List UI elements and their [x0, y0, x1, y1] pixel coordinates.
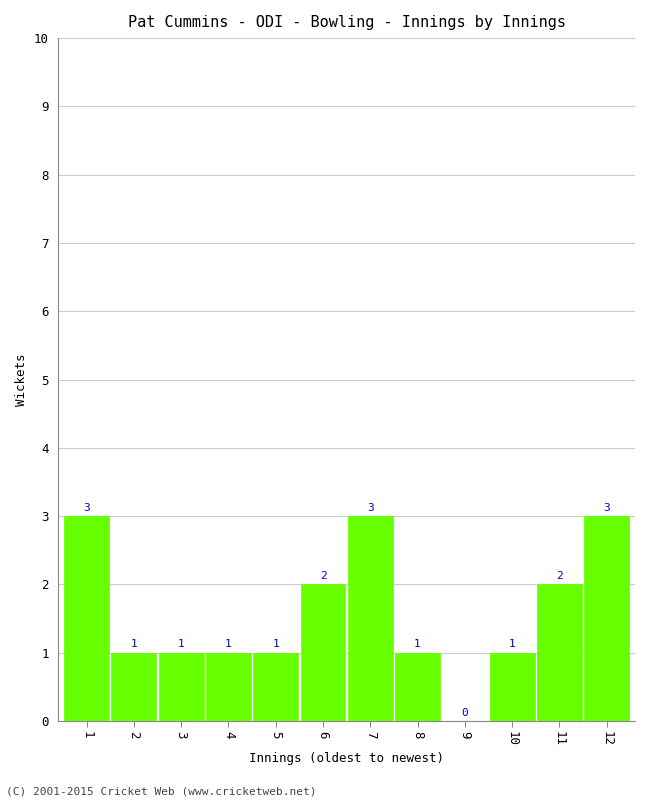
Text: 0: 0: [462, 708, 468, 718]
Bar: [111, 653, 157, 721]
Text: 1: 1: [509, 639, 515, 650]
Text: 3: 3: [367, 502, 374, 513]
Text: 1: 1: [131, 639, 137, 650]
Bar: [537, 585, 582, 721]
Text: 2: 2: [320, 571, 326, 581]
Bar: [64, 516, 109, 721]
X-axis label: Innings (oldest to newest): Innings (oldest to newest): [249, 752, 444, 765]
Bar: [300, 585, 345, 721]
Title: Pat Cummins - ODI - Bowling - Innings by Innings: Pat Cummins - ODI - Bowling - Innings by…: [127, 15, 566, 30]
Text: 3: 3: [83, 502, 90, 513]
Bar: [348, 516, 393, 721]
Bar: [254, 653, 298, 721]
Bar: [584, 516, 629, 721]
Y-axis label: Wickets: Wickets: [15, 354, 28, 406]
Bar: [206, 653, 251, 721]
Text: 1: 1: [225, 639, 232, 650]
Bar: [159, 653, 203, 721]
Text: 1: 1: [414, 639, 421, 650]
Text: (C) 2001-2015 Cricket Web (www.cricketweb.net): (C) 2001-2015 Cricket Web (www.cricketwe…: [6, 786, 317, 796]
Bar: [489, 653, 534, 721]
Text: 1: 1: [178, 639, 185, 650]
Text: 1: 1: [272, 639, 279, 650]
Text: 2: 2: [556, 571, 563, 581]
Text: 3: 3: [603, 502, 610, 513]
Bar: [395, 653, 440, 721]
